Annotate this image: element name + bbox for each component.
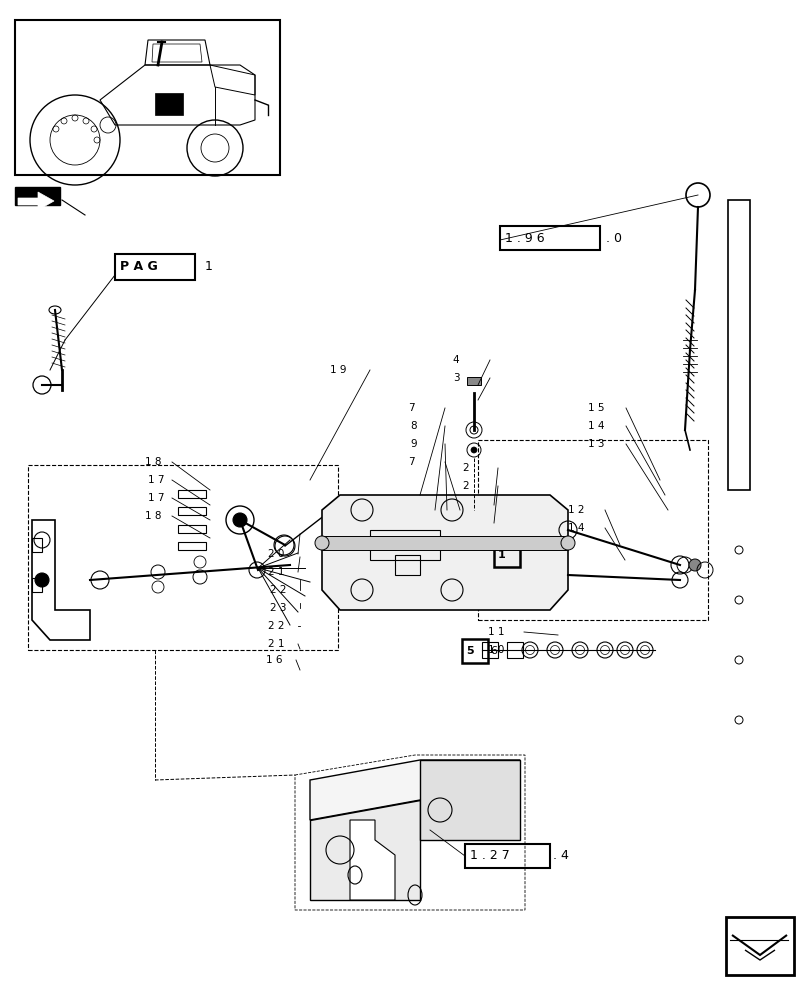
Text: 1 7: 1 7: [148, 493, 165, 503]
Bar: [115, 254, 195, 280]
Bar: [725, 917, 793, 975]
Text: 1 5: 1 5: [587, 403, 603, 413]
Text: 2 0: 2 0: [268, 549, 284, 559]
Polygon shape: [322, 495, 568, 610]
Bar: [493, 543, 519, 567]
Polygon shape: [419, 760, 519, 840]
Bar: [15, 187, 60, 205]
Bar: [178, 507, 206, 515]
Bar: [15, 20, 280, 175]
Text: 2: 2: [461, 481, 468, 491]
Text: 1 . 2 7: 1 . 2 7: [470, 849, 509, 862]
Text: 1 4: 1 4: [587, 421, 603, 431]
Text: 2: 2: [461, 463, 468, 473]
Text: 2 2: 2 2: [268, 621, 284, 631]
Text: 1 . 9 6: 1 . 9 6: [504, 232, 544, 244]
Text: 7: 7: [407, 457, 414, 467]
Bar: [28, 465, 337, 650]
Bar: [500, 226, 599, 250]
Bar: [322, 536, 568, 550]
Text: 2 1: 2 1: [268, 567, 284, 577]
Text: P A G: P A G: [120, 260, 157, 273]
Bar: [178, 542, 206, 550]
Text: 5: 5: [466, 646, 473, 656]
Text: . 4: . 4: [552, 849, 569, 862]
Text: . 0: . 0: [605, 232, 621, 244]
Text: 1: 1: [204, 260, 212, 273]
Text: 8: 8: [410, 421, 416, 431]
Text: 4: 4: [452, 355, 458, 365]
Text: 1 7: 1 7: [148, 475, 165, 485]
Bar: [727, 200, 749, 490]
Bar: [478, 440, 707, 620]
Bar: [155, 93, 182, 115]
Text: 1 6: 1 6: [266, 655, 282, 665]
Bar: [465, 844, 549, 868]
Text: 1 0: 1 0: [487, 645, 504, 655]
Ellipse shape: [315, 536, 328, 550]
Bar: [482, 642, 497, 658]
Ellipse shape: [560, 536, 574, 550]
Circle shape: [689, 559, 700, 571]
Polygon shape: [310, 760, 519, 820]
Text: 1 9: 1 9: [329, 365, 346, 375]
Text: 1 3: 1 3: [587, 439, 603, 449]
Text: 1 4: 1 4: [568, 523, 584, 533]
Text: 1 2: 1 2: [568, 505, 584, 515]
Bar: [506, 642, 522, 658]
Text: 2 3: 2 3: [270, 603, 286, 613]
Bar: [32, 578, 42, 592]
Polygon shape: [18, 192, 54, 210]
Text: 7: 7: [407, 403, 414, 413]
Text: 1 1: 1 1: [487, 627, 504, 637]
Text: 1 8: 1 8: [145, 457, 161, 467]
Bar: [461, 639, 487, 663]
Text: 2 1: 2 1: [268, 639, 284, 649]
Circle shape: [233, 513, 247, 527]
Bar: [178, 490, 206, 498]
Polygon shape: [350, 820, 394, 900]
Bar: [178, 525, 206, 533]
Circle shape: [470, 447, 476, 453]
Text: 2 2: 2 2: [270, 585, 286, 595]
Text: 6: 6: [489, 646, 496, 656]
Text: 3: 3: [453, 373, 459, 383]
Circle shape: [35, 573, 49, 587]
Bar: [32, 538, 42, 552]
Text: 9: 9: [410, 439, 416, 449]
Text: 1: 1: [497, 550, 505, 560]
Bar: [466, 377, 480, 385]
Polygon shape: [310, 800, 419, 900]
Text: 1 8: 1 8: [145, 511, 161, 521]
